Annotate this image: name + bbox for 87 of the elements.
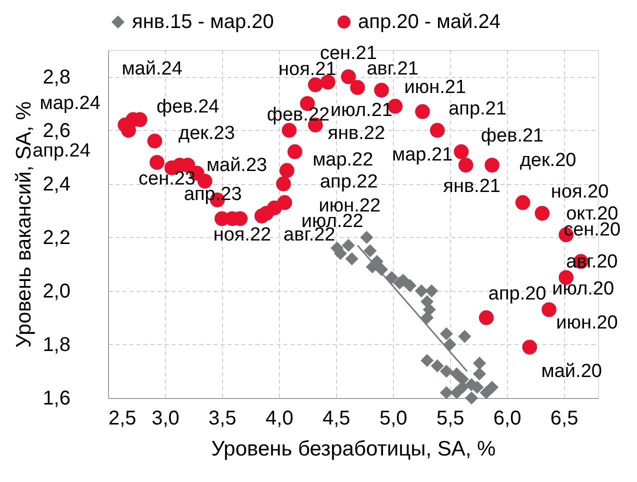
y-tick-label: 2,2 <box>42 226 70 249</box>
point <box>430 359 444 372</box>
annotation: мар.22 <box>312 150 374 171</box>
point <box>360 230 374 244</box>
y-tick-label: 1,8 <box>42 334 70 356</box>
legend-label: апр.20 - май.24 <box>358 11 500 33</box>
annotation: ноя.21 <box>278 58 336 80</box>
point <box>484 158 500 173</box>
annotation: июн.21 <box>404 77 466 98</box>
annotation: апр.20 <box>488 284 546 305</box>
point <box>341 69 356 84</box>
annotation: фев.22 <box>266 104 330 126</box>
point <box>458 158 474 173</box>
point <box>425 284 438 298</box>
point <box>276 176 291 192</box>
point <box>385 271 398 284</box>
annotation: фев.21 <box>480 126 544 147</box>
annotation: апр.24 <box>32 140 91 162</box>
point <box>440 327 453 340</box>
legend-label: янв.15 - мар.20 <box>132 11 274 33</box>
x-tick-label: 3,5 <box>208 408 236 430</box>
x-tick-label: 5,5 <box>436 408 464 430</box>
point <box>522 340 538 355</box>
y-tick-label: 2,8 <box>42 66 70 88</box>
point <box>345 252 358 266</box>
point <box>374 82 389 98</box>
x-tick-label: 4,5 <box>322 408 350 430</box>
point <box>364 244 377 258</box>
annotation: июн.20 <box>556 312 618 334</box>
point <box>472 356 486 370</box>
y-tick-label: 1,6 <box>42 388 70 410</box>
point <box>440 386 453 400</box>
point <box>254 208 270 224</box>
annotation: ноя.22 <box>213 224 272 246</box>
x-tick-label: 5,0 <box>379 408 408 430</box>
x-tick-label: 2,5 <box>108 408 136 430</box>
point <box>415 104 430 119</box>
point <box>454 144 469 160</box>
point <box>320 74 336 90</box>
point <box>542 302 556 318</box>
annotation: июл.20 <box>552 278 614 300</box>
point <box>420 354 434 368</box>
annotation: май.24 <box>122 58 183 80</box>
annotation: сен.20 <box>564 220 621 241</box>
point <box>414 284 428 298</box>
point <box>403 279 416 292</box>
annotation: май.20 <box>541 361 602 382</box>
point <box>420 311 434 324</box>
point <box>279 163 294 178</box>
annotation: фев.24 <box>156 96 220 118</box>
point <box>350 80 365 95</box>
point <box>147 134 162 148</box>
annotation: ноя.20 <box>550 182 609 203</box>
annotation: дек.20 <box>520 150 576 172</box>
point <box>464 391 478 405</box>
annotation: мар.21 <box>392 144 453 166</box>
point <box>534 206 550 221</box>
point <box>150 155 164 170</box>
point <box>214 211 230 226</box>
x-tick-label: 6,0 <box>493 408 522 430</box>
annotation: июл.21 <box>330 100 392 122</box>
point <box>478 310 494 326</box>
point <box>458 330 472 343</box>
point <box>430 122 445 138</box>
point <box>443 338 456 351</box>
annotation: мар.24 <box>40 92 101 114</box>
point <box>515 195 530 210</box>
annotation: апр.21 <box>448 98 506 120</box>
y-tick-label: 2,4 <box>42 173 70 196</box>
annotation: май.23 <box>206 155 268 176</box>
annotation: янв.22 <box>328 122 386 144</box>
annotation: авг.21 <box>366 58 418 80</box>
y-tick-label: 2,0 <box>42 280 70 302</box>
point <box>287 144 302 160</box>
annotation: дек.23 <box>178 123 235 144</box>
point <box>342 238 355 252</box>
x-tick-label: 4,0 <box>266 408 294 430</box>
annotation: янв.21 <box>443 176 500 198</box>
annotation: апр.22 <box>320 171 378 192</box>
x-tick-label: 3,0 <box>152 408 180 430</box>
x-axis-title: Уровень безработицы, SA, % <box>211 438 496 460</box>
point <box>440 364 453 378</box>
x-tick-label: 6,5 <box>550 408 578 430</box>
point <box>480 386 493 400</box>
y-tick-label: 2,6 <box>42 120 70 142</box>
point <box>472 367 486 380</box>
point <box>308 77 323 92</box>
